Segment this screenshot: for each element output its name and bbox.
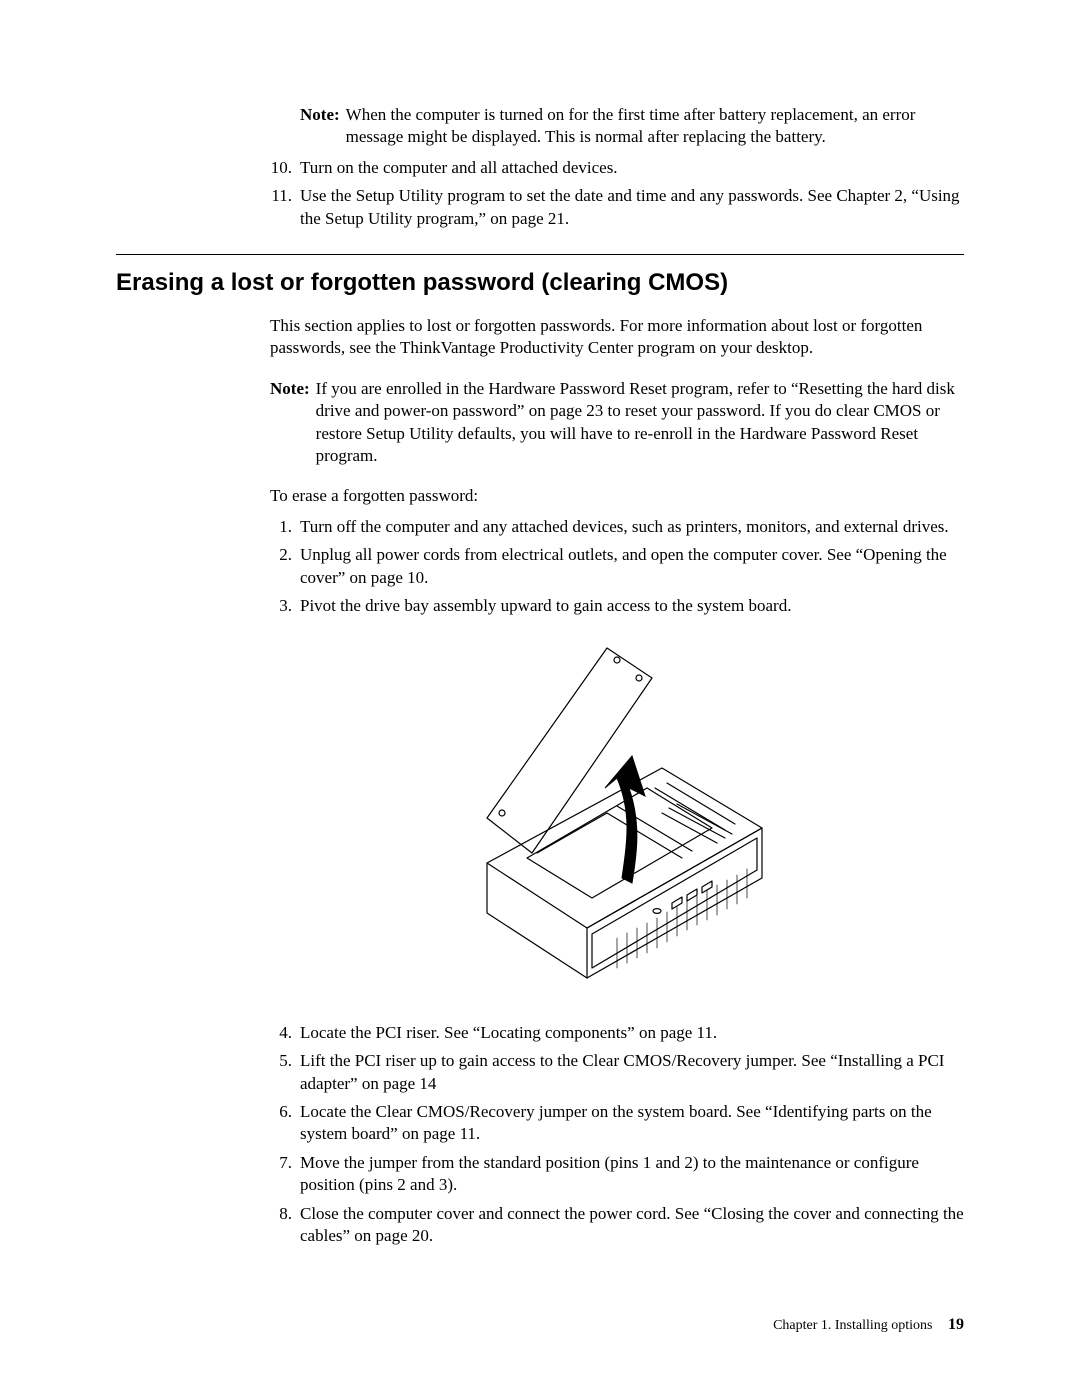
steps-a: 1. Turn off the computer and any attache… [270,516,964,618]
note-label: Note: [300,104,340,149]
footer-page-number: 19 [948,1316,964,1333]
list-number: 8. [270,1203,300,1248]
list-item: 1. Turn off the computer and any attache… [270,516,964,538]
list-number: 5. [270,1050,300,1095]
top-note: Note: When the computer is turned on for… [300,104,964,149]
section-body: This section applies to lost or forgotte… [270,315,964,1248]
section-heading: Erasing a lost or forgotten password (cl… [116,267,964,299]
list-item: 2. Unplug all power cords from electrica… [270,544,964,589]
note-label: Note: [270,378,310,468]
note-text: When the computer is turned on for the f… [346,104,964,149]
list-item: 4. Locate the PCI riser. See “Locating c… [270,1022,964,1044]
list-text: Turn on the computer and all attached de… [300,157,964,179]
list-number: 1. [270,516,300,538]
list-item: 7. Move the jumper from the standard pos… [270,1152,964,1197]
list-number: 2. [270,544,300,589]
list-item: 10. Turn on the computer and all attache… [270,157,964,179]
list-text: Locate the Clear CMOS/Recovery jumper on… [300,1101,964,1146]
list-number: 3. [270,595,300,617]
list-item: 8. Close the computer cover and connect … [270,1203,964,1248]
list-number: 7. [270,1152,300,1197]
list-item: 11. Use the Setup Utility program to set… [270,185,964,230]
list-number: 6. [270,1101,300,1146]
list-item: 6. Locate the Clear CMOS/Recovery jumper… [270,1101,964,1146]
note-text: If you are enrolled in the Hardware Pass… [316,378,964,468]
footer-chapter: Chapter 1. Installing options [773,1318,932,1333]
list-item: 5. Lift the PCI riser up to gain access … [270,1050,964,1095]
list-text: Move the jumper from the standard positi… [300,1152,964,1197]
list-text: Use the Setup Utility program to set the… [300,185,964,230]
list-text: Pivot the drive bay assembly upward to g… [300,595,964,617]
intro-paragraph: This section applies to lost or forgotte… [270,315,964,360]
page: Note: When the computer is turned on for… [0,0,1080,1397]
top-continuation: Note: When the computer is turned on for… [270,104,964,230]
top-ol: 10. Turn on the computer and all attache… [270,157,964,230]
page-footer: Chapter 1. Installing options 19 [773,1314,964,1335]
list-text: Close the computer cover and connect the… [300,1203,964,1248]
list-number: 10. [270,157,300,179]
list-item: 3. Pivot the drive bay assembly upward t… [270,595,964,617]
list-text: Unplug all power cords from electrical o… [300,544,964,589]
list-text: Lift the PCI riser up to gain access to … [300,1050,964,1095]
drive-bay-figure [457,638,777,998]
list-number: 4. [270,1022,300,1044]
list-text: Turn off the computer and any attached d… [300,516,964,538]
lead-in: To erase a forgotten password: [270,485,964,507]
steps-b: 4. Locate the PCI riser. See “Locating c… [270,1022,964,1248]
section-note: Note: If you are enrolled in the Hardwar… [270,378,964,468]
list-text: Locate the PCI riser. See “Locating comp… [300,1022,964,1044]
list-number: 11. [270,185,300,230]
section-rule [116,254,964,255]
